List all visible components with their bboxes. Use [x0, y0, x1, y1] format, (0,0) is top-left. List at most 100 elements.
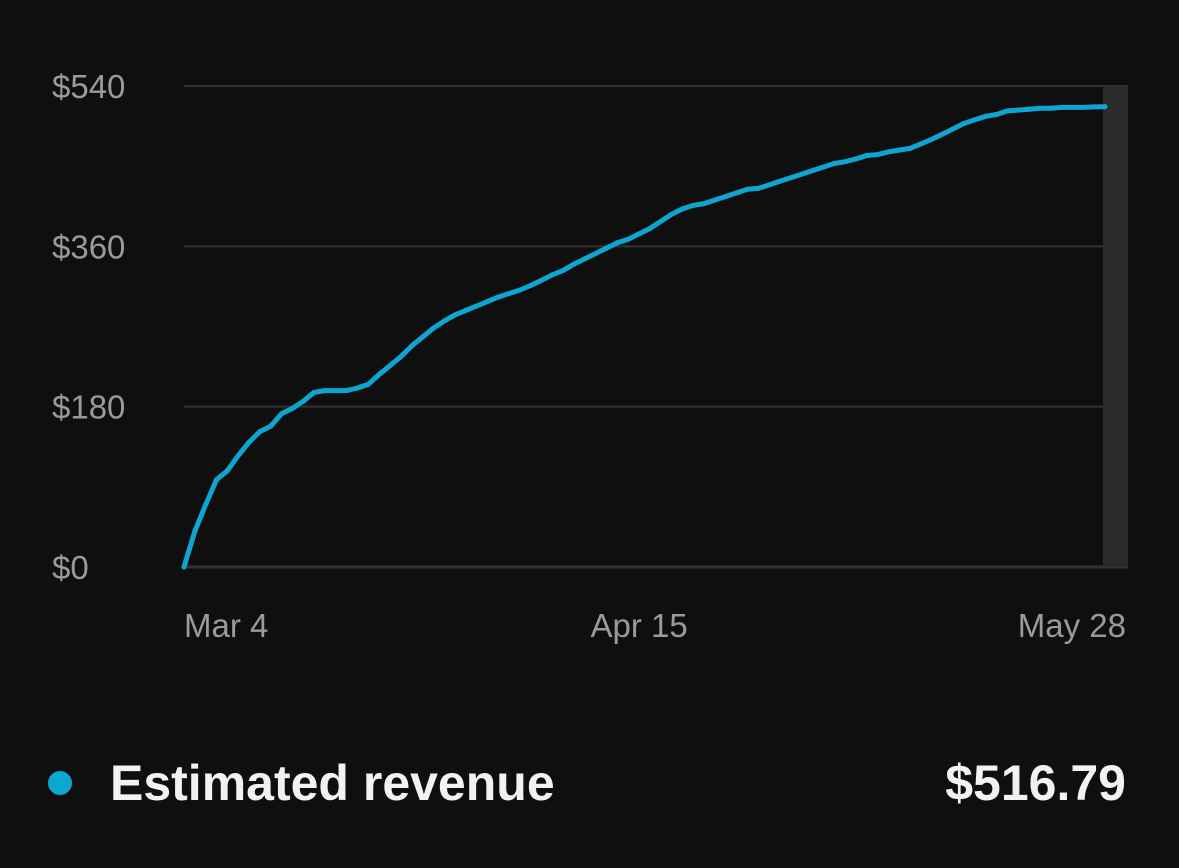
- data-point: [517, 287, 523, 293]
- data-point: [192, 528, 198, 534]
- data-point: [690, 202, 696, 208]
- data-point: [528, 283, 534, 289]
- data-point: [669, 211, 675, 217]
- data-point: [311, 389, 317, 395]
- data-point: [604, 245, 610, 251]
- data-point: [1048, 105, 1054, 111]
- data-point: [593, 250, 599, 256]
- grid-layer: [184, 85, 1128, 569]
- data-point: [1004, 108, 1010, 114]
- y-axis: $0 $180 $360 $540: [52, 68, 125, 586]
- data-point: [1026, 106, 1032, 112]
- data-point: [636, 231, 642, 237]
- data-point: [983, 113, 989, 119]
- y-tick-label: $180: [52, 389, 125, 426]
- data-point: [679, 206, 685, 212]
- y-tick-label: $540: [52, 68, 125, 105]
- data-point: [1080, 104, 1086, 110]
- data-point: [658, 218, 664, 224]
- data-point: [1102, 104, 1108, 110]
- data-point: [365, 381, 371, 387]
- data-point: [582, 256, 588, 262]
- data-point: [289, 405, 295, 411]
- data-point: [1069, 104, 1075, 110]
- data-point: [235, 453, 241, 459]
- data-point: [387, 363, 393, 369]
- data-point: [950, 126, 956, 132]
- x-tick-label: Apr 15: [590, 607, 687, 644]
- data-point: [831, 160, 837, 166]
- data-point: [279, 411, 285, 417]
- data-point: [333, 388, 339, 394]
- data-point: [799, 171, 805, 177]
- data-point: [647, 226, 653, 232]
- data-point: [549, 272, 555, 278]
- data-point: [571, 261, 577, 267]
- data-point: [614, 240, 620, 246]
- data-point: [1091, 104, 1097, 110]
- data-point: [712, 197, 718, 203]
- data-point: [419, 334, 425, 340]
- data-point: [376, 372, 382, 378]
- data-point: [723, 193, 729, 199]
- data-point: [300, 398, 306, 404]
- data-point: [246, 439, 252, 445]
- data-point: [744, 186, 750, 192]
- data-point: [972, 117, 978, 123]
- data-point: [398, 354, 404, 360]
- data-point: [929, 136, 935, 142]
- data-point: [181, 564, 187, 570]
- legend-total-value: $516.79: [945, 755, 1126, 811]
- data-point: [268, 423, 274, 429]
- data-point: [474, 303, 480, 309]
- data-point: [539, 277, 545, 283]
- data-point: [203, 502, 209, 508]
- data-point: [734, 190, 740, 196]
- data-point: [994, 112, 1000, 118]
- data-point: [788, 175, 794, 181]
- data-point: [214, 477, 220, 483]
- data-point: [939, 131, 945, 137]
- data-point: [755, 185, 761, 191]
- data-point: [1015, 107, 1021, 113]
- data-point: [1037, 105, 1043, 111]
- data-point: [224, 468, 230, 474]
- data-point: [409, 343, 415, 349]
- data-point: [560, 267, 566, 273]
- data-point: [874, 152, 880, 158]
- data-point: [896, 147, 902, 153]
- data-point: [257, 429, 263, 435]
- data-point: [809, 168, 815, 174]
- y-tick-label: $0: [52, 549, 89, 586]
- legend: Estimated revenue $516.79: [48, 745, 1126, 821]
- x-tick-label: May 28: [1018, 607, 1126, 644]
- data-point: [918, 141, 924, 147]
- data-point: [907, 145, 913, 151]
- data-point: [430, 325, 436, 331]
- data-point: [961, 120, 967, 126]
- series-layer: [181, 104, 1108, 570]
- data-point: [463, 307, 469, 313]
- legend-color-dot: [48, 771, 72, 795]
- data-point: [842, 159, 848, 165]
- data-point: [777, 178, 783, 184]
- highlight-layer: [1103, 86, 1128, 567]
- data-point: [344, 388, 350, 394]
- x-axis: Mar 4 Apr 15 May 28: [184, 607, 1126, 644]
- data-point: [452, 312, 458, 318]
- x-tick-label: Mar 4: [184, 607, 268, 644]
- selected-day-highlight: [1103, 86, 1128, 567]
- data-point: [354, 385, 360, 391]
- data-point: [495, 294, 501, 300]
- data-point: [1059, 104, 1065, 110]
- data-point: [766, 182, 772, 188]
- data-point: [625, 236, 631, 242]
- series-line: [181, 104, 1108, 570]
- data-point: [864, 152, 870, 158]
- data-point: [820, 164, 826, 170]
- data-point: [853, 156, 859, 162]
- data-point: [441, 318, 447, 324]
- y-tick-label: $360: [52, 228, 125, 265]
- data-point: [506, 291, 512, 297]
